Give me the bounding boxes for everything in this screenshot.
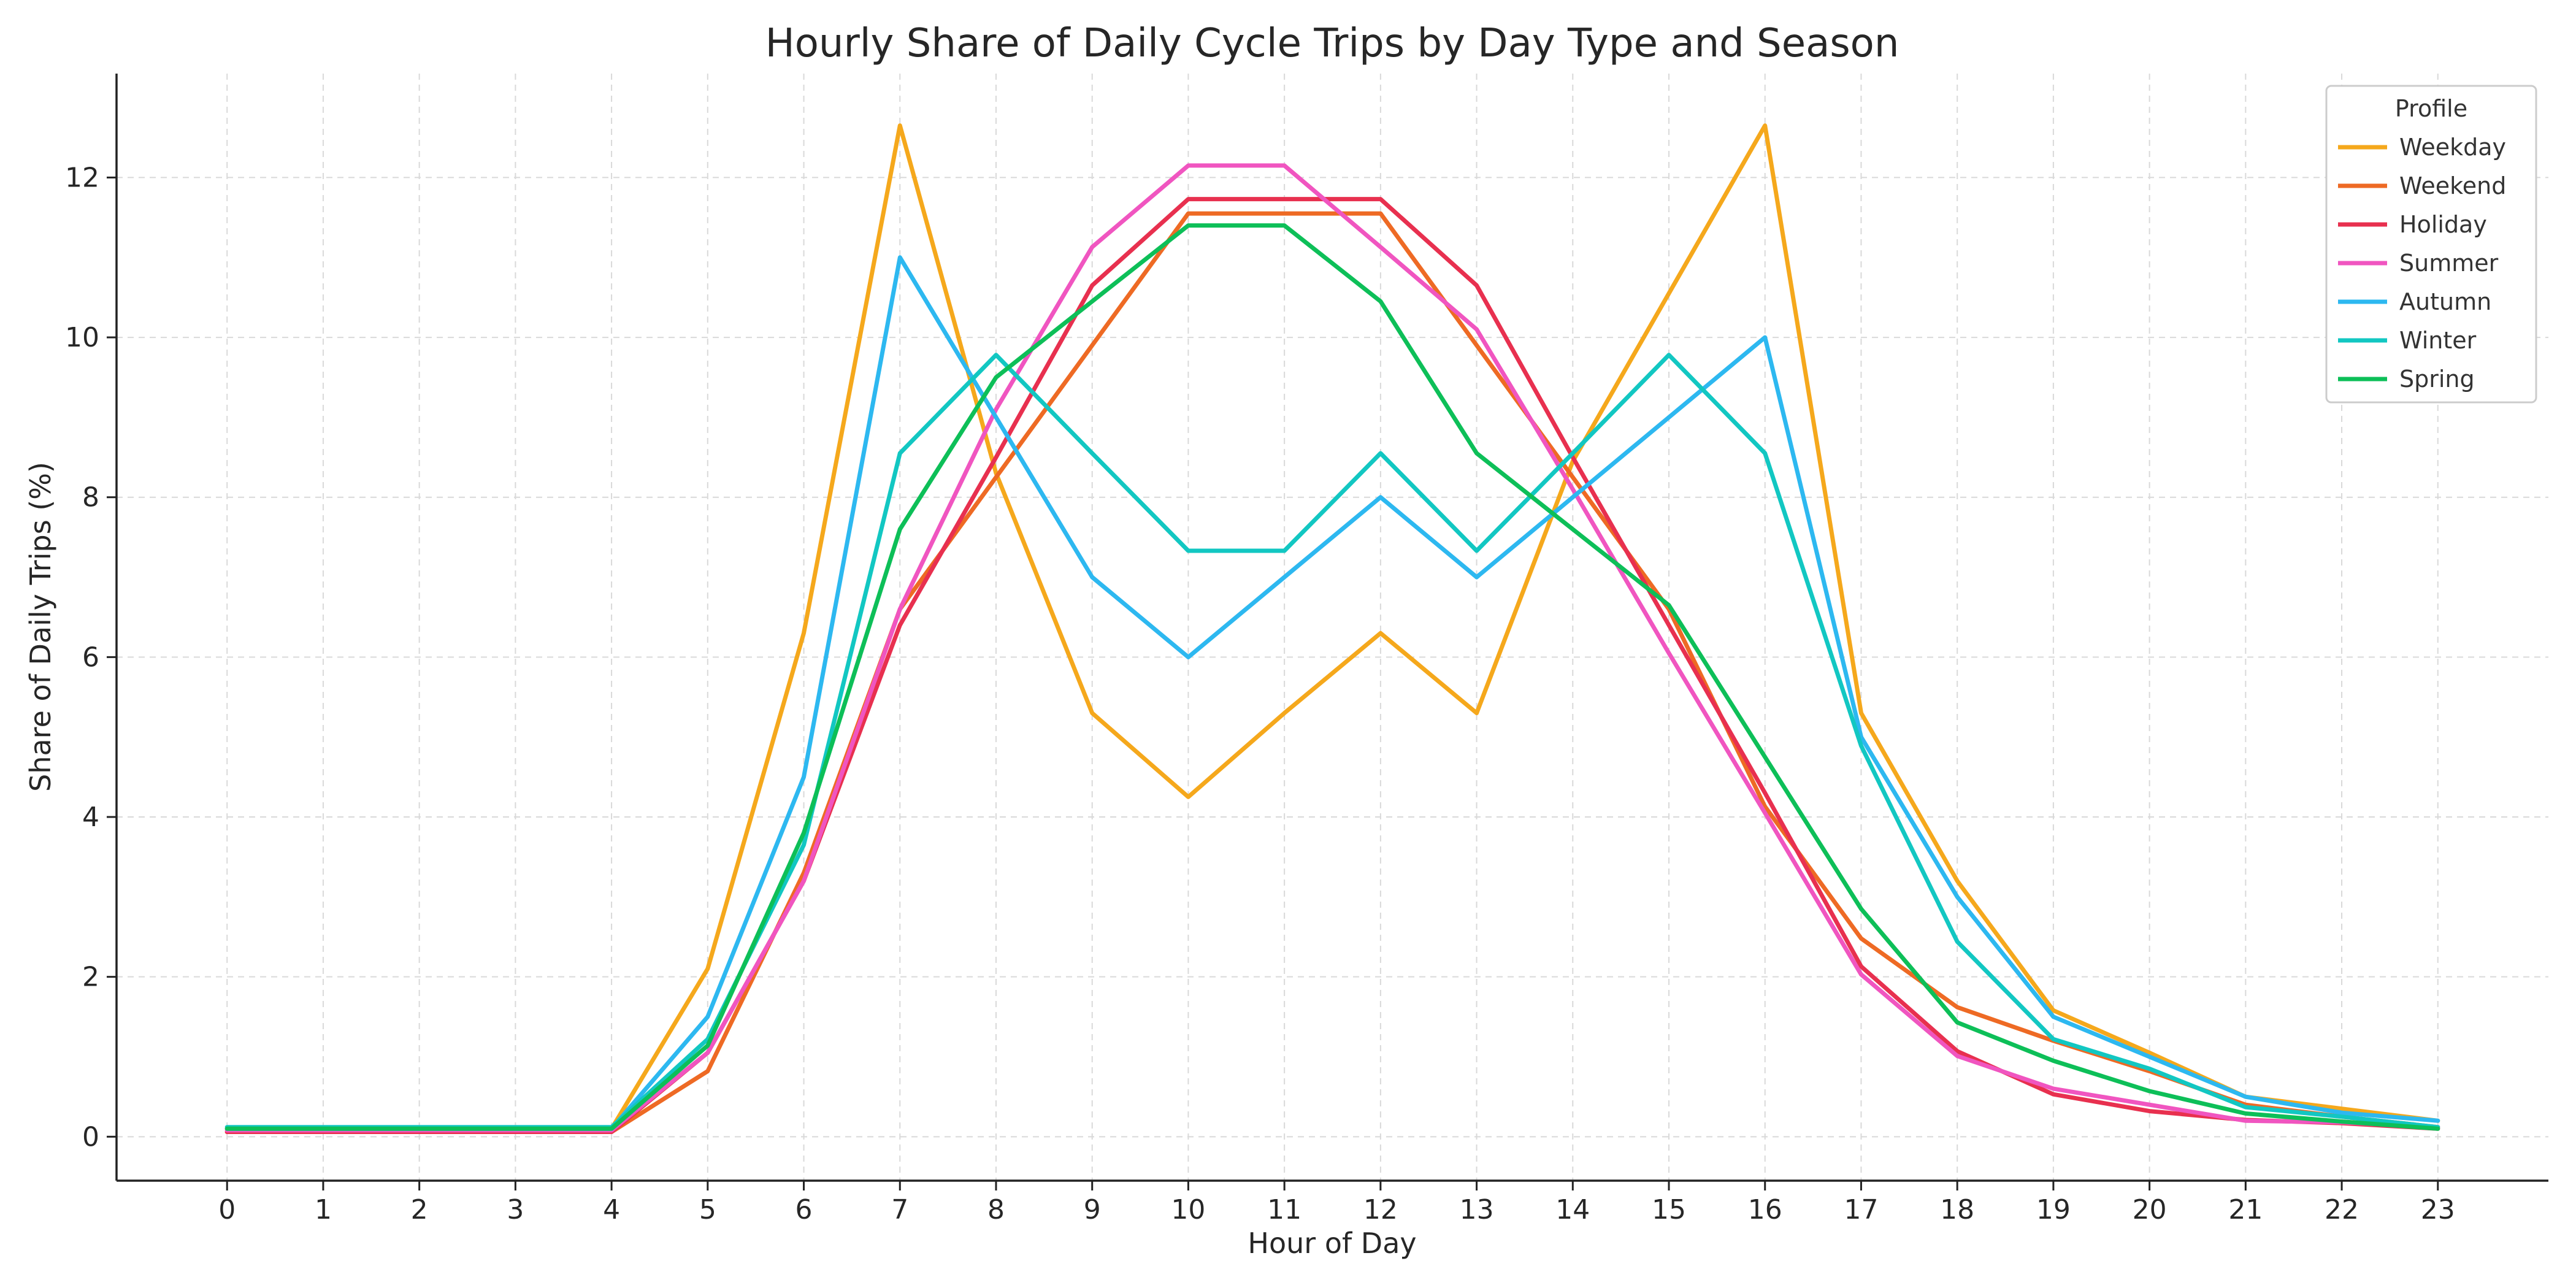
legend-label-autumn: Autumn: [2399, 288, 2491, 315]
legend-label-holiday: Holiday: [2399, 211, 2487, 238]
legend: Profile Weekday Weekend Holiday Summer Autum…: [2325, 85, 2537, 404]
x-tick-label: 14: [1555, 1194, 1590, 1225]
y-tick-label: 12: [65, 162, 99, 193]
x-tick-label: 9: [1084, 1194, 1101, 1225]
series-lines: [224, 123, 2440, 1134]
x-tick-label: 22: [2325, 1194, 2359, 1225]
legend-items: Weekday Weekend Holiday Summer Autumn Winter S…: [2338, 134, 2506, 393]
x-tick-label: 10: [1171, 1194, 1205, 1225]
legend-box: [2325, 85, 2537, 404]
x-ticks: 0 1 2 3 4 5 6 7 8 9 10 11 12 13 14 15 16 17 18 19 20 21 22 23: [218, 1181, 2455, 1225]
series-line-spring: [224, 223, 2440, 1131]
legend-label-weekday: Weekday: [2399, 134, 2506, 161]
y-tick-label: 2: [82, 962, 99, 993]
legend-title: Profile: [2395, 95, 2467, 122]
x-axis-label: Hour of Day: [1248, 1227, 1416, 1260]
x-tick-label: 20: [2133, 1194, 2167, 1225]
x-tick-label: 6: [795, 1194, 813, 1225]
y-tick-label: 0: [82, 1121, 99, 1152]
x-tick-label: 5: [699, 1194, 716, 1225]
chart-title: Hourly Share of Daily Cycle Trips by Day…: [765, 21, 1899, 66]
x-tick-label: 13: [1460, 1194, 1494, 1225]
x-tick-label: 11: [1267, 1194, 1301, 1225]
x-tick-label: 17: [1844, 1194, 1878, 1225]
x-tick-label: 23: [2421, 1194, 2455, 1225]
x-tick-label: 3: [507, 1194, 524, 1225]
x-tick-label: 8: [987, 1194, 1005, 1225]
legend-label-summer: Summer: [2399, 250, 2499, 277]
x-tick-label: 0: [218, 1194, 236, 1225]
x-tick-label: 7: [891, 1194, 908, 1225]
x-tick-label: 12: [1363, 1194, 1398, 1225]
y-axis-label: Share of Daily Trips (%): [24, 462, 57, 792]
x-tick-label: 21: [2228, 1194, 2263, 1225]
axes: [115, 74, 2548, 1182]
x-tick-label: 18: [1940, 1194, 1974, 1225]
legend-label-spring: Spring: [2399, 366, 2475, 393]
x-tick-label: 1: [315, 1194, 332, 1225]
y-ticks: 0 2 4 6 8 10 12: [65, 162, 117, 1152]
y-tick-label: 8: [82, 482, 99, 513]
x-tick-label: 15: [1652, 1194, 1686, 1225]
y-tick-label: 10: [65, 322, 99, 353]
legend-label-weekend: Weekend: [2399, 172, 2506, 199]
x-tick-label: 2: [411, 1194, 428, 1225]
x-tick-label: 19: [2036, 1194, 2071, 1225]
legend-label-winter: Winter: [2399, 327, 2477, 354]
y-tick-label: 4: [82, 802, 99, 833]
x-tick-label: 16: [1748, 1194, 1782, 1225]
y-tick-label: 6: [82, 642, 99, 673]
x-tick-label: 4: [603, 1194, 620, 1225]
